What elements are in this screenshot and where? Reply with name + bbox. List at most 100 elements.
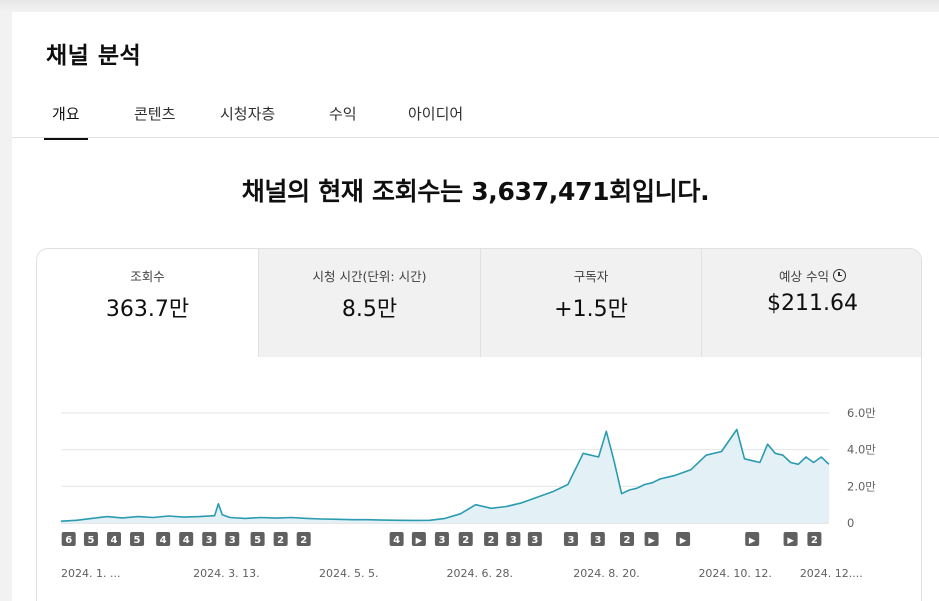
chart-marker-label: 5	[254, 535, 261, 546]
chart-marker-label: 3	[229, 535, 236, 546]
chart-marker[interactable]: 4	[106, 532, 121, 546]
chart-marker[interactable]: 2	[458, 532, 473, 546]
chart-marker-badge	[106, 532, 121, 546]
chart-marker-badge	[458, 532, 473, 546]
chart-marker-label: 4	[393, 535, 400, 546]
chart-marker-badge	[590, 532, 605, 546]
chart-marker-badge	[250, 532, 265, 546]
chart-marker-badge	[434, 532, 449, 546]
chart-marker[interactable]: 4	[156, 532, 171, 546]
chart-marker-label: 3	[567, 535, 574, 546]
chart-marker[interactable]: 3	[563, 532, 578, 546]
chart-marker-badge	[563, 532, 578, 546]
chart-marker-badge	[783, 532, 798, 546]
chart-marker[interactable]: 3	[202, 532, 217, 546]
chart-marker-label: 3	[206, 535, 213, 546]
chart-marker[interactable]: 3	[225, 532, 240, 546]
chart-marker[interactable]: 2	[296, 532, 311, 546]
chart-marker-badge	[527, 532, 542, 546]
views-chart: 6.0만 4.0만 2.0만 0 6 5 4 5 4 4 3 3 5 2 2 4 ▶ 3 2 2 3 3 3 3 2 ▶ ▶ ▶ ▶ 2 2…	[60, 406, 876, 580]
chart-marker[interactable]: 3	[434, 532, 449, 546]
play-icon: ▶	[680, 536, 687, 546]
chart-marker[interactable]: 4	[179, 532, 194, 546]
x-tick-label: 2024. 8. 20.	[573, 567, 639, 580]
chart-marker[interactable]: 3	[590, 532, 605, 546]
tab-audience[interactable]: 시청자층	[220, 105, 276, 123]
chart-marker[interactable]: 3	[527, 532, 542, 546]
chart-marker[interactable]: ▶	[745, 532, 760, 546]
chart-marker-badge	[484, 532, 499, 546]
chart-marker-badge	[296, 532, 311, 546]
chart-marker-label: 4	[160, 535, 167, 546]
chart-marker-badge	[83, 532, 98, 546]
chart-marker-badge	[225, 532, 240, 546]
play-icon: ▶	[749, 536, 756, 546]
play-icon: ▶	[416, 536, 423, 546]
tab-content[interactable]: 콘텐츠	[134, 105, 176, 123]
metric-revenue-label: 예상 수익	[779, 269, 829, 284]
chart-marker[interactable]: 5	[130, 532, 145, 546]
chart-marker-badge	[130, 532, 145, 546]
metric-views-label: 조회수	[130, 269, 165, 284]
chart-marker[interactable]: ▶	[411, 532, 426, 546]
chart-marker[interactable]: ▶	[644, 532, 659, 546]
tab-ideas[interactable]: 아이디어	[408, 105, 464, 123]
tab-overview[interactable]: 개요	[44, 103, 88, 140]
chart-marker[interactable]: 3	[506, 532, 521, 546]
chart-marker-badge	[389, 532, 404, 546]
y-tick-label: 6.0만	[847, 406, 876, 420]
chart-marker-label: 5	[134, 535, 141, 546]
metric-watch-time-value: 8.5만	[341, 297, 398, 322]
chart-marker-label: 5	[87, 535, 94, 546]
clock-icon[interactable]	[832, 269, 846, 282]
x-tick-label: 2024. 1. ...	[61, 567, 120, 580]
chart-marker-label: 4	[183, 535, 190, 546]
chart-marker-label: 3	[438, 535, 445, 546]
metric-subscribers[interactable]: 구독자 +1.5만	[480, 249, 701, 357]
chart-marker-badge	[202, 532, 217, 546]
chart-marker[interactable]: 2	[620, 532, 635, 546]
chart-marker-label: 2	[488, 535, 495, 546]
analytics-panel: 채널 분석 개요 콘텐츠 시청자층 수익 아이디어 채널의 현재 조회수는 3,…	[12, 12, 939, 601]
chart-marker[interactable]: 4	[389, 532, 404, 546]
page-title: 채널 분석	[46, 43, 142, 69]
chart-marker[interactable]: ▶	[783, 532, 798, 546]
tab-revenue[interactable]: 수익	[329, 105, 357, 123]
metric-watch-time-label: 시청 시간(단위: 시간)	[312, 269, 427, 284]
metric-views[interactable]: 조회수 363.7만	[37, 249, 258, 357]
play-icon: ▶	[648, 536, 655, 546]
series-line	[60, 428, 830, 522]
y-tick-label: 2.0만	[847, 479, 876, 493]
top-bar-shadow	[0, 0, 939, 12]
x-tick-label: 2024. 5. 5.	[319, 567, 378, 580]
chart-marker-label: 3	[510, 535, 517, 546]
metric-revenue[interactable]: 예상 수익 $211.64	[701, 249, 921, 357]
chart-marker-badge	[676, 532, 691, 546]
chart-marker[interactable]: 2	[484, 532, 499, 546]
x-tick-label: 2024. 12....	[800, 567, 863, 580]
chart-marker[interactable]: 5	[83, 532, 98, 546]
chart-marker-label: 2	[462, 535, 469, 546]
chart-marker-badge	[179, 532, 194, 546]
metric-revenue-value: $211.64	[767, 291, 858, 316]
chart-marker[interactable]: 5	[250, 532, 265, 546]
chart-marker-label: 2	[300, 535, 307, 546]
chart-marker-label: 2	[624, 535, 631, 546]
y-tick-label: 0	[847, 516, 854, 530]
chart-marker[interactable]: 6	[61, 532, 76, 546]
chart-marker-label: 3	[594, 535, 601, 546]
chart-marker-label: 2	[811, 535, 818, 546]
metric-subscribers-label: 구독자	[573, 269, 609, 284]
play-icon: ▶	[787, 536, 794, 546]
chart-marker-badge	[61, 532, 76, 546]
metric-watch-time[interactable]: 시청 시간(단위: 시간) 8.5만	[258, 249, 480, 357]
chart-marker[interactable]: 2	[807, 532, 822, 546]
tabs-divider	[12, 137, 939, 138]
chart-marker[interactable]: 2	[273, 532, 288, 546]
chart-marker-badge	[807, 532, 822, 546]
metrics-card: 조회수 363.7만 시청 시간(단위: 시간) 8.5만 구독자 +1.5만 …	[36, 248, 922, 601]
chart-marker[interactable]: ▶	[676, 532, 691, 546]
metric-views-value: 363.7만	[105, 297, 190, 322]
x-tick-label: 2024. 3. 13.	[193, 567, 259, 580]
chart-marker-label: 6	[65, 535, 72, 546]
